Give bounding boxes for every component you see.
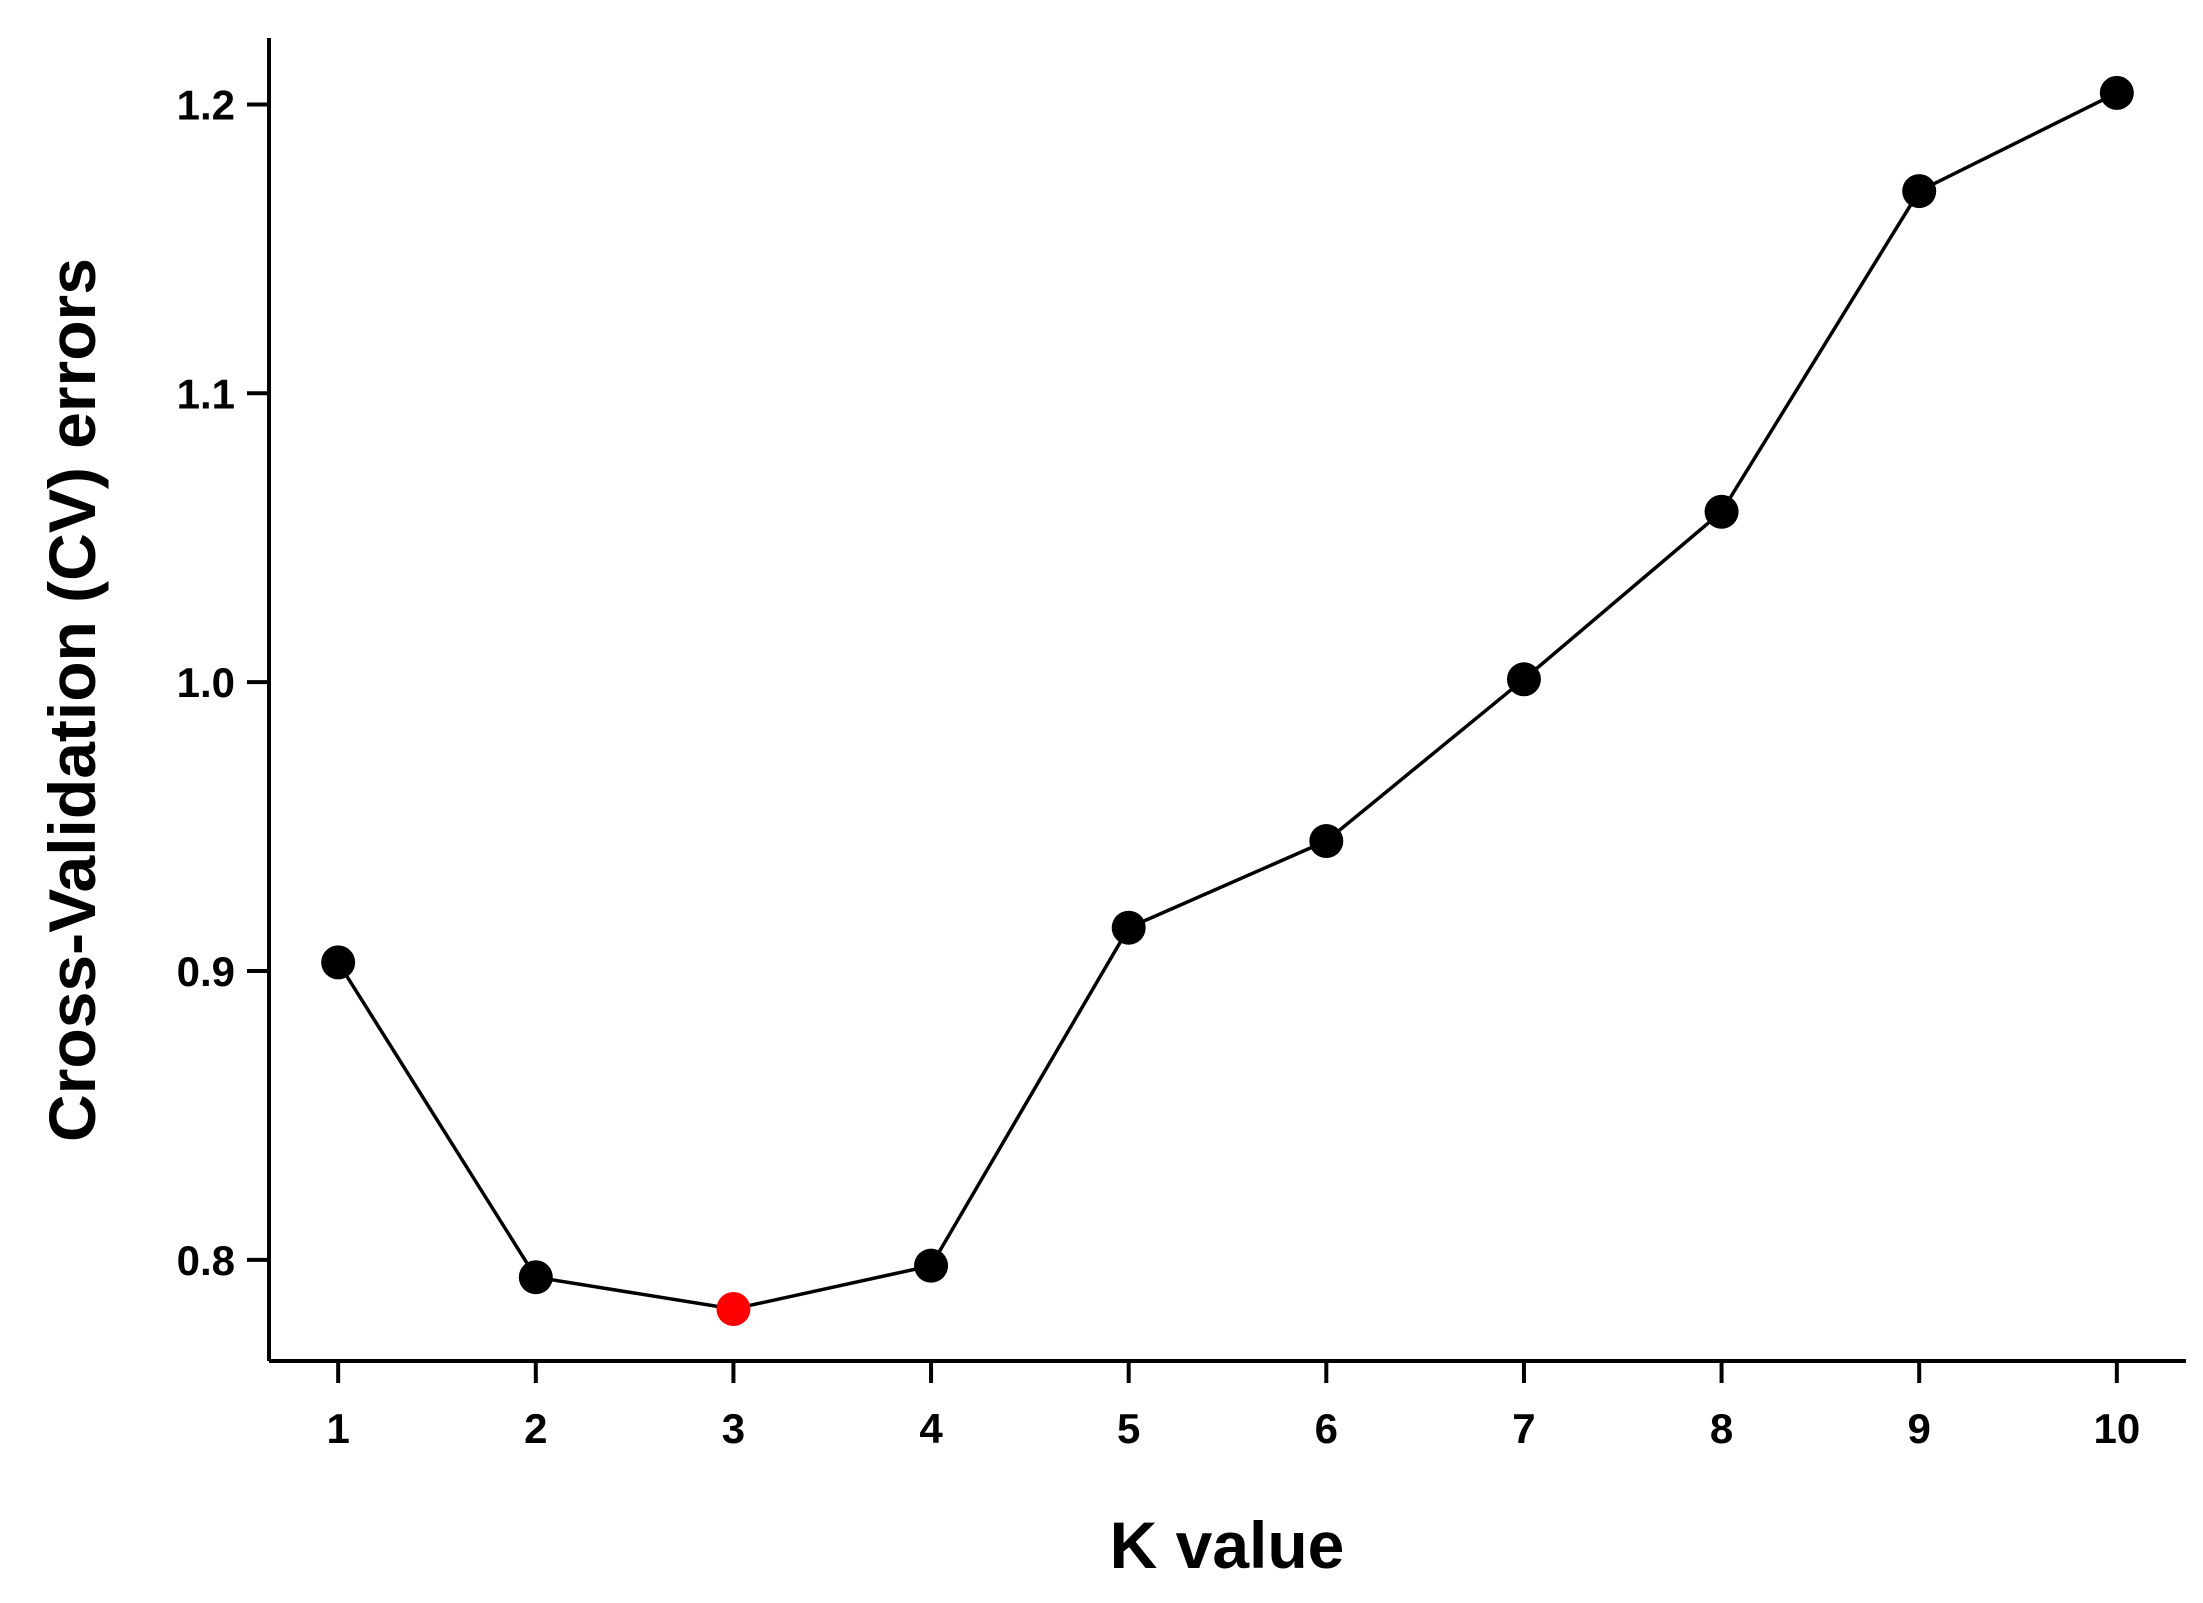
data-point (914, 1248, 949, 1283)
x-tick-label: 8 (1710, 1405, 1733, 1452)
data-point (2099, 75, 2134, 110)
y-axis-title: Cross-Validation (CV) errors (35, 258, 109, 1142)
x-tick-label: 10 (2093, 1405, 2140, 1452)
y-tick-label: 1.0 (177, 659, 235, 706)
y-tick-label: 1.2 (177, 81, 235, 128)
axes (267, 38, 2186, 1363)
x-tick-label: 6 (1315, 1405, 1338, 1452)
y-tick-label: 0.8 (177, 1237, 235, 1284)
x-axis-title: K value (1110, 1508, 1345, 1582)
y-axis-ticks: 0.8 0.9 1.0 1.1 1.2 (177, 81, 269, 1284)
data-point (1309, 824, 1344, 859)
data-point-highlighted (716, 1292, 751, 1327)
data-point (1506, 662, 1541, 697)
x-tick-label: 9 (1908, 1405, 1931, 1452)
x-tick-label: 3 (722, 1405, 745, 1452)
data-point (1902, 174, 1937, 209)
x-tick-label: 7 (1512, 1405, 1535, 1452)
x-tick-label: 5 (1117, 1405, 1140, 1452)
data-point (518, 1260, 553, 1295)
x-tick-label: 1 (326, 1405, 349, 1452)
data-points (321, 75, 2134, 1327)
series-line (336, 91, 2118, 1311)
y-tick-label: 1.1 (177, 370, 235, 417)
x-axis-ticks: 1 2 3 4 5 6 7 8 9 10 (326, 1361, 2140, 1452)
data-point (321, 945, 356, 980)
data-point (1111, 910, 1146, 945)
x-tick-label: 2 (524, 1405, 547, 1452)
y-tick-label: 0.9 (177, 948, 235, 995)
x-tick-label: 4 (919, 1405, 943, 1452)
data-point (1704, 494, 1739, 529)
